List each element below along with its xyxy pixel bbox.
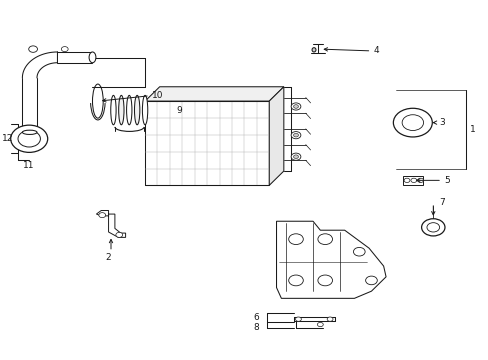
- Circle shape: [317, 275, 332, 286]
- Circle shape: [401, 115, 423, 131]
- Circle shape: [353, 247, 365, 256]
- Circle shape: [11, 125, 48, 152]
- Text: 8: 8: [253, 323, 259, 332]
- Text: 4: 4: [373, 46, 379, 55]
- Bar: [402, 176, 422, 185]
- Circle shape: [365, 276, 377, 285]
- Circle shape: [317, 234, 332, 244]
- Circle shape: [295, 317, 301, 321]
- Text: 9: 9: [176, 105, 182, 114]
- Circle shape: [417, 178, 423, 183]
- Text: 7: 7: [438, 198, 444, 207]
- Polygon shape: [269, 87, 283, 185]
- Circle shape: [116, 232, 122, 237]
- Circle shape: [290, 103, 300, 110]
- Text: 1: 1: [469, 125, 475, 134]
- Ellipse shape: [134, 95, 140, 125]
- Ellipse shape: [311, 48, 315, 52]
- Ellipse shape: [92, 84, 103, 118]
- Circle shape: [288, 234, 303, 244]
- Circle shape: [426, 223, 439, 232]
- Circle shape: [293, 155, 298, 158]
- Circle shape: [421, 219, 444, 236]
- Circle shape: [290, 153, 300, 160]
- Circle shape: [317, 322, 323, 327]
- Polygon shape: [276, 221, 386, 298]
- Text: 5: 5: [444, 176, 449, 185]
- Circle shape: [410, 178, 416, 183]
- Circle shape: [392, 108, 431, 137]
- Circle shape: [288, 275, 303, 286]
- Ellipse shape: [110, 95, 116, 125]
- Circle shape: [61, 46, 68, 51]
- Circle shape: [18, 131, 41, 147]
- Circle shape: [403, 178, 409, 183]
- Ellipse shape: [89, 52, 96, 63]
- Text: 3: 3: [439, 118, 445, 127]
- Bar: [145, 101, 269, 185]
- Text: 10: 10: [152, 91, 163, 100]
- Text: 6: 6: [253, 313, 259, 322]
- Ellipse shape: [142, 95, 147, 125]
- Circle shape: [290, 132, 300, 139]
- Text: 11: 11: [22, 161, 34, 170]
- Polygon shape: [145, 87, 283, 101]
- Ellipse shape: [22, 130, 37, 134]
- Text: 2: 2: [105, 253, 111, 262]
- Circle shape: [293, 105, 298, 108]
- Ellipse shape: [126, 95, 132, 125]
- Ellipse shape: [119, 95, 124, 125]
- Circle shape: [293, 134, 298, 137]
- Circle shape: [326, 317, 332, 321]
- Text: 12: 12: [2, 134, 14, 143]
- Circle shape: [99, 213, 105, 218]
- Polygon shape: [96, 211, 125, 237]
- Circle shape: [29, 46, 38, 52]
